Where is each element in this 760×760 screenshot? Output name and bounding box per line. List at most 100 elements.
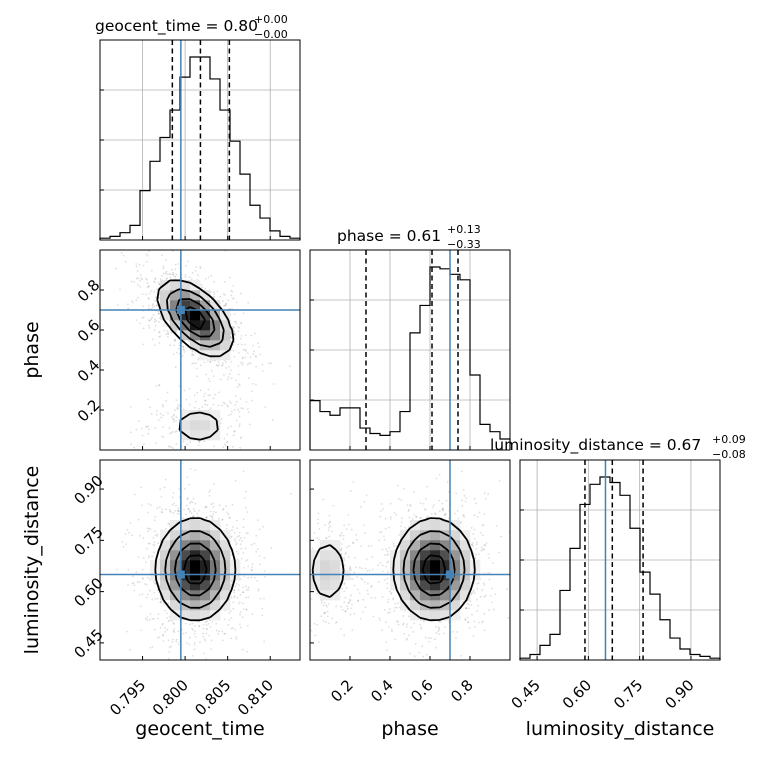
scatter-point (232, 327, 234, 330)
scatter-point (156, 535, 158, 537)
scatter-point (194, 469, 197, 472)
scatter-point (238, 410, 241, 413)
scatter-point (117, 304, 119, 306)
scatter-point (151, 316, 153, 319)
scatter-point (481, 534, 484, 536)
scatter-point (370, 585, 373, 588)
scatter-point (435, 625, 437, 628)
scatter-point (232, 601, 235, 604)
scatter-point (165, 270, 168, 273)
scatter-point (182, 632, 185, 635)
scatter-point (173, 275, 176, 278)
scatter-point (148, 542, 151, 545)
scatter-point (316, 592, 319, 595)
scatter-point (158, 335, 161, 338)
scatter-point (195, 367, 198, 370)
scatter-point (241, 648, 244, 651)
scatter-point (479, 595, 482, 598)
scatter-point (201, 632, 204, 635)
scatter-point (213, 296, 216, 298)
density-cell (170, 600, 181, 611)
scatter-point (351, 578, 354, 580)
scatter-point (306, 554, 308, 556)
scatter-point (246, 666, 248, 668)
scatter-point (230, 637, 233, 640)
scatter-point (194, 269, 197, 272)
density-cell (190, 520, 201, 531)
scatter-point (258, 346, 261, 348)
scatter-point (264, 575, 266, 578)
density-cell (210, 310, 221, 321)
scatter-point (155, 304, 158, 307)
scatter-point (229, 276, 231, 279)
scatter-point (154, 277, 157, 280)
scatter-point (368, 569, 371, 572)
scatter-point (229, 335, 232, 338)
density-cell (460, 530, 471, 541)
scatter-point (133, 584, 136, 587)
scatter-point (391, 630, 393, 633)
scatter-point (239, 337, 242, 340)
scatter-point (249, 362, 252, 365)
scatter-point (438, 628, 441, 631)
x-tick-label-phase: 0.6 (407, 676, 437, 706)
scatter-point (472, 533, 475, 536)
y-tick-label-luminosity_distance: 0.90 (71, 472, 107, 508)
density-cell (220, 580, 231, 591)
density-cell (320, 540, 331, 551)
scatter-point (464, 618, 467, 621)
scatter-point (148, 250, 150, 253)
scatter-point (221, 404, 223, 407)
scatter-point (386, 561, 388, 564)
scatter-point (498, 551, 501, 554)
density-cell (160, 550, 171, 561)
scatter-point (318, 538, 321, 541)
scatter-point (210, 274, 213, 277)
density-cell (460, 540, 471, 551)
scatter-point (231, 307, 234, 310)
density-cell (460, 550, 471, 561)
scatter-point (210, 503, 213, 506)
scatter-point (285, 603, 287, 605)
scatter-point (250, 543, 253, 546)
scatter-point (233, 589, 236, 592)
scatter-point (233, 340, 236, 343)
scatter-point (475, 502, 477, 505)
scatter-point (424, 509, 427, 511)
scatter-point (156, 507, 159, 509)
scatter-point (210, 639, 213, 642)
svg-text:geocent_time = 0.80: geocent_time = 0.80 (95, 17, 258, 36)
scatter-point (156, 597, 159, 600)
scatter-point (325, 537, 328, 539)
scatter-point (241, 356, 244, 359)
scatter-point (236, 527, 239, 530)
density-cell (180, 580, 191, 591)
scatter-point (207, 388, 210, 391)
panel-frame (309, 249, 511, 451)
title-geocent-time-name: geocent_time (95, 17, 201, 36)
scatter-point (438, 473, 441, 476)
scatter-point (250, 576, 253, 579)
scatter-point (184, 274, 187, 276)
scatter-point (237, 408, 240, 411)
scatter-point (258, 555, 261, 557)
scatter-point (377, 581, 380, 584)
scatter-point (395, 545, 398, 547)
scatter-point (308, 628, 310, 630)
scatter-point (240, 322, 242, 325)
density-cell (330, 560, 341, 571)
scatter-point (170, 331, 173, 334)
scatter-point (233, 430, 236, 433)
scatter-point (154, 515, 156, 518)
scatter-point (221, 639, 224, 642)
scatter-point (231, 410, 233, 413)
scatter-point (360, 505, 362, 508)
scatter-point (365, 494, 368, 497)
density-cell (210, 600, 221, 611)
scatter-point (168, 646, 171, 649)
panel-frame (519, 459, 721, 661)
scatter-point (390, 628, 393, 631)
scatter-point (153, 519, 156, 522)
scatter-point (441, 502, 444, 505)
